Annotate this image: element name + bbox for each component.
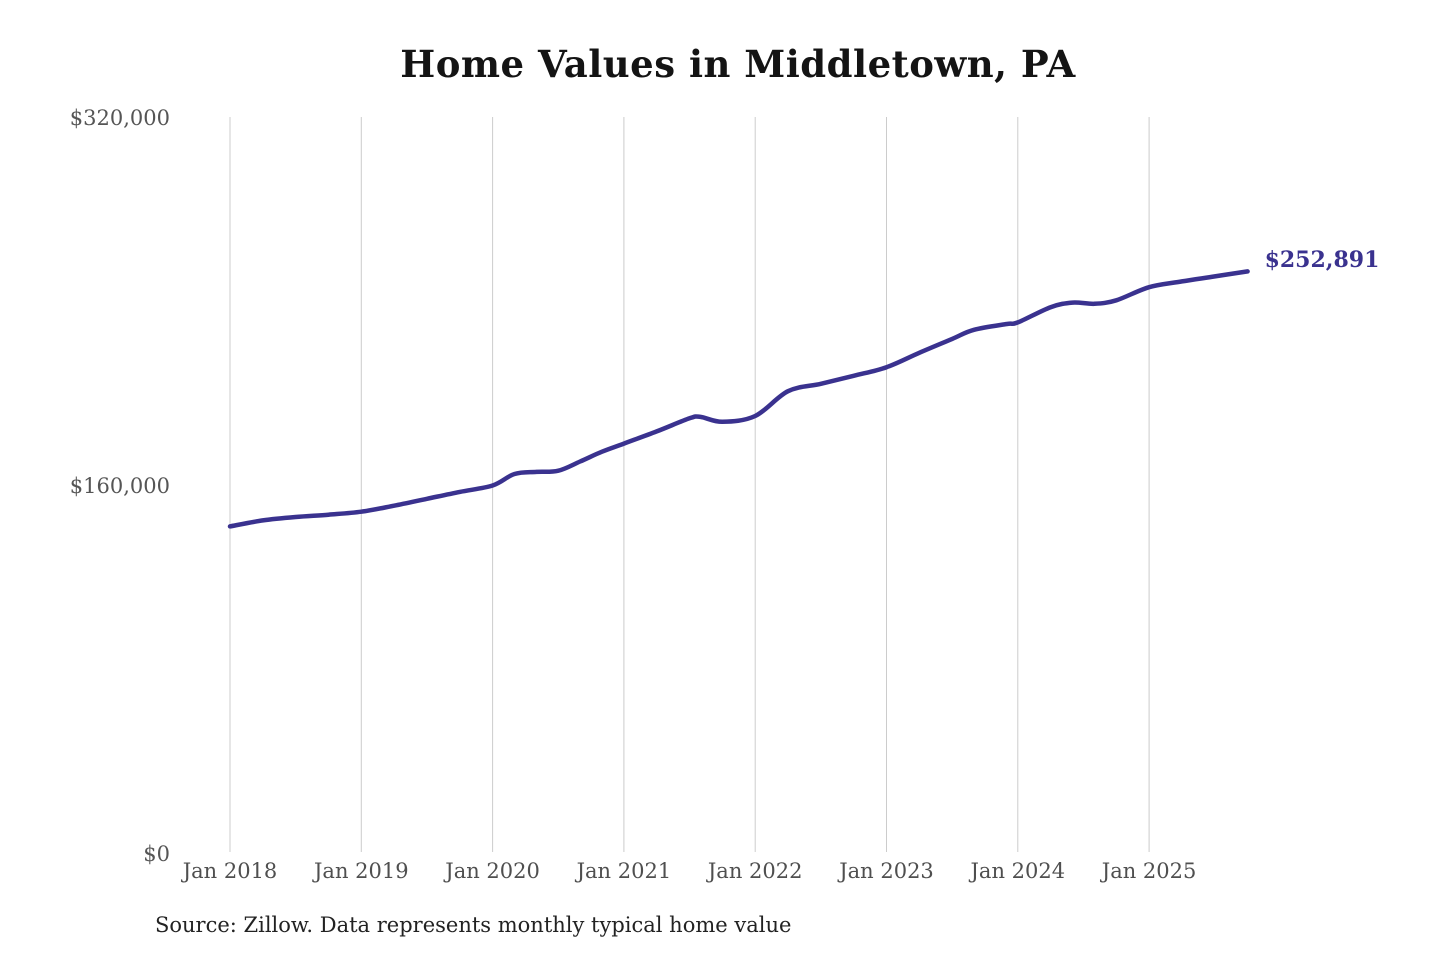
x-axis-label: Jan 2021: [576, 859, 672, 883]
x-axis-label: Jan 2019: [314, 859, 409, 883]
y-axis-label: $320,000: [69, 106, 170, 130]
home-value-line: [227, 269, 1250, 529]
x-axis-label: Jan 2018: [182, 859, 278, 883]
y-axis-label: $160,000: [69, 474, 170, 498]
x-axis-label: Jan 2023: [839, 859, 934, 883]
chart-title: Home Values in Middletown, PA: [400, 42, 1076, 86]
y-axis-label: $0: [143, 842, 170, 866]
source-note: Source: Zillow. Data represents monthly …: [155, 913, 792, 937]
x-axis-label: Jan 2022: [707, 859, 803, 883]
x-axis-label: Jan 2024: [970, 859, 1066, 883]
x-axis-label: Jan 2020: [445, 859, 540, 883]
x-axis-label: Jan 2025: [1101, 859, 1197, 883]
current-value-label: $252,891: [1264, 247, 1380, 274]
